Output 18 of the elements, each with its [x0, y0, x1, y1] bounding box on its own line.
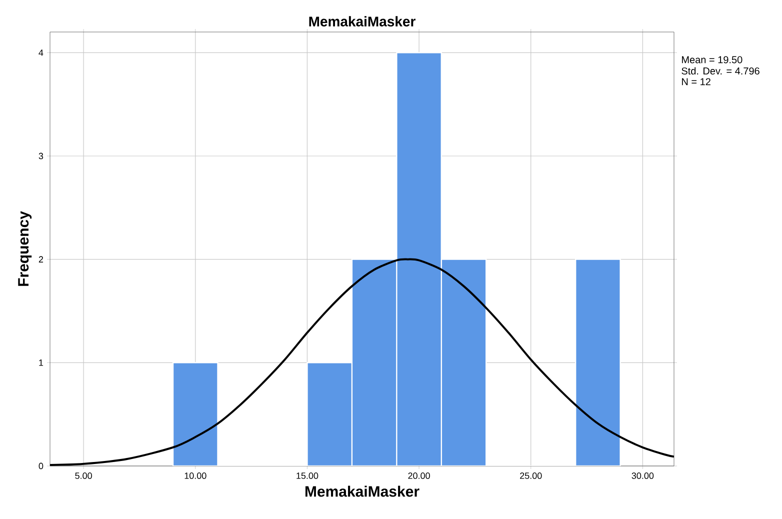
text: Std. Dev. = 4.796 — [682, 67, 760, 75]
line-series — [50, 258, 674, 466]
y-tick-label: 3 — [38, 152, 44, 160]
x-tick-label: 15.00 — [296, 472, 318, 479]
text: Mean = 19.50 — [682, 56, 742, 64]
x-tick-label: 25.00 — [520, 472, 542, 479]
text: N = 12 — [682, 78, 710, 86]
x-tick-label: 20.00 — [408, 472, 430, 479]
x-tick-label: 5.00 — [75, 472, 92, 479]
y-tick-label: 0 — [38, 462, 44, 470]
x-axis-title: MemakaiMasker — [305, 486, 420, 497]
x-tick-label: 30.00 — [632, 472, 654, 479]
y-tick-label: 1 — [39, 360, 44, 366]
x-tick-label: 10.00 — [184, 472, 206, 479]
chart-title: MemakaiMasker — [309, 16, 416, 26]
y-tick-label: 4 — [38, 50, 44, 56]
y-axis-title: Frequency — [18, 211, 32, 286]
y-tick-label: 2 — [38, 256, 44, 262]
